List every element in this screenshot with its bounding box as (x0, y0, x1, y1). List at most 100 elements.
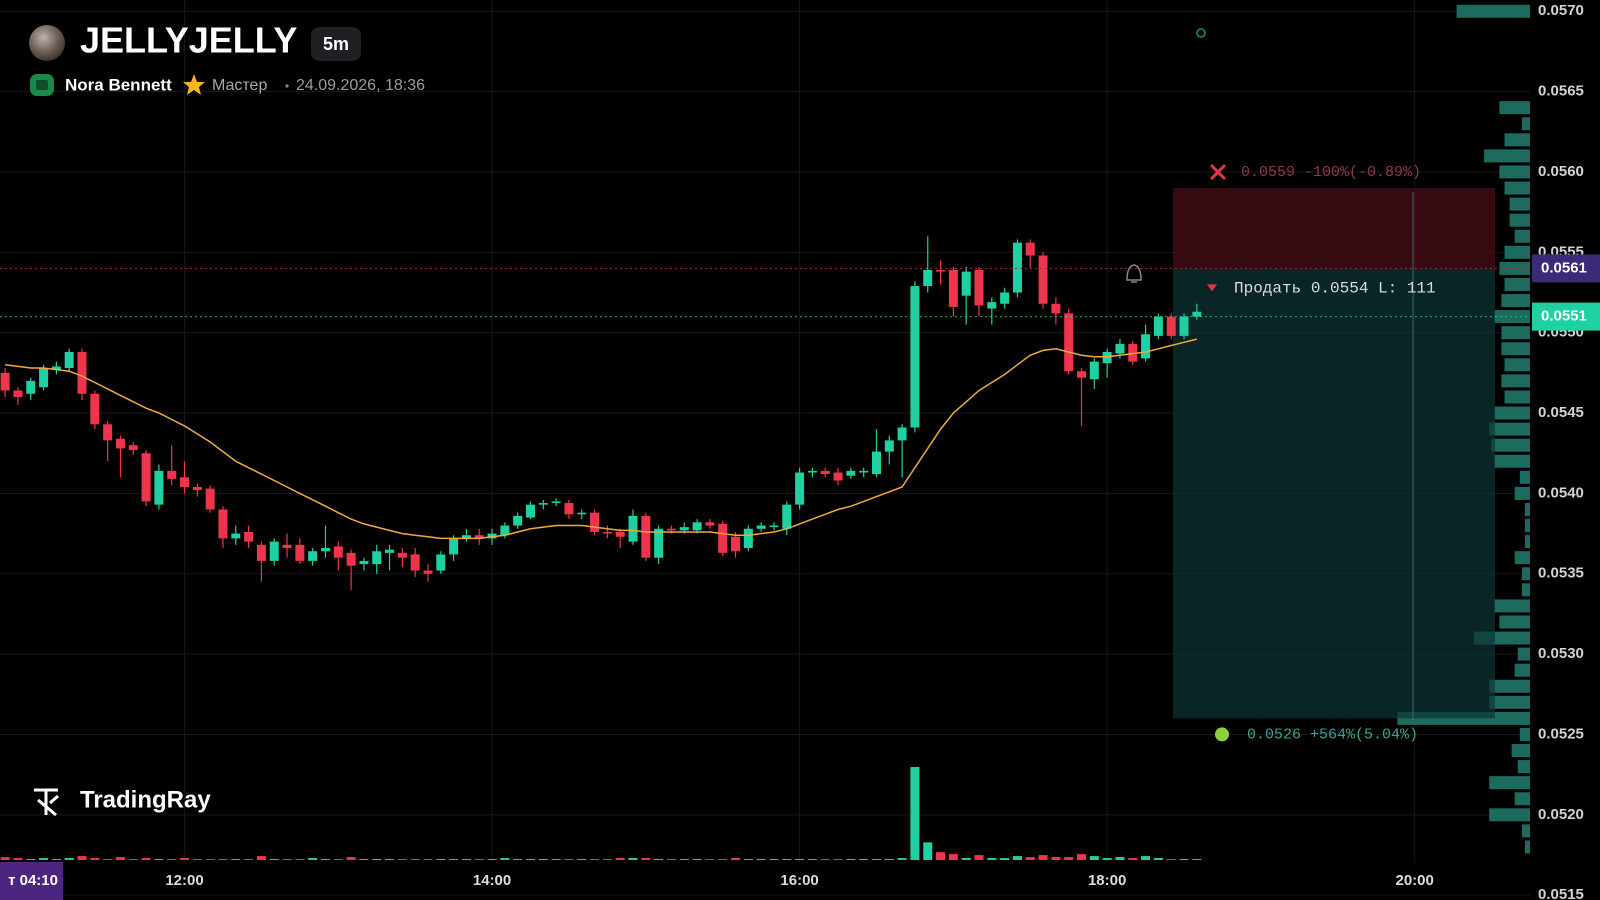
y-tick-label: 0.0570 (1538, 2, 1584, 19)
current-price-box (1532, 302, 1600, 331)
volume-bar (1141, 856, 1151, 860)
alert-bell[interactable] (1126, 264, 1142, 283)
volume-bar (1064, 857, 1074, 860)
volume-bar (602, 859, 612, 860)
volume-bar (192, 859, 202, 860)
candle-body (372, 551, 382, 565)
volume-bar (115, 857, 125, 860)
volume-profile-bar (1489, 695, 1530, 709)
time-cursor-box (0, 862, 63, 900)
candle-body (666, 528, 676, 531)
candle-body (1038, 255, 1048, 304)
y-tick-label: 0.0525 (1538, 725, 1584, 742)
volume-bar (526, 859, 536, 860)
volume-bar (961, 858, 971, 860)
volume-bar (628, 858, 638, 860)
stop-label: 0.0559 -100%(-0.89%) (1241, 164, 1421, 181)
candle-body (756, 525, 766, 529)
volume-bar (743, 859, 753, 860)
volume-bar (77, 856, 87, 860)
volume-profile-bar (1504, 358, 1530, 372)
candle-body (1000, 292, 1010, 304)
candle-body (1012, 242, 1022, 293)
candle-body (974, 270, 984, 306)
y-tick-label: 0.0515 (1538, 886, 1584, 900)
candle-body (397, 552, 407, 558)
volume-bar (154, 859, 164, 860)
volume-profile-bar (1519, 727, 1530, 741)
volume-bar (692, 859, 702, 860)
position-tool (1173, 188, 1495, 720)
candle-body (513, 515, 523, 526)
volume-bar (372, 859, 382, 860)
interval[interactable]: 5m (323, 34, 349, 54)
alert-label-box (1532, 254, 1600, 283)
volume-bar (910, 767, 920, 860)
volume-profile-bar (1489, 776, 1530, 790)
volume-profile-bar (1524, 535, 1530, 549)
volume-bar (103, 859, 113, 860)
y-tick-label: 0.0520 (1538, 806, 1584, 823)
volume-bar (474, 859, 484, 860)
volume-bar (180, 858, 190, 860)
candle-body (295, 544, 305, 561)
target-zone (1173, 268, 1495, 719)
candle-body (0, 372, 10, 391)
volume-profile-bar (1517, 647, 1530, 661)
candle-body (410, 554, 420, 571)
volume-bar (487, 859, 497, 860)
volume-profile-bar (1509, 213, 1530, 227)
candle-body (333, 546, 343, 558)
target-label: 0.0526 +564%(5.04%) (1247, 726, 1418, 743)
volume-bar (1128, 858, 1138, 860)
volume-profile-bar (1504, 245, 1530, 259)
volume-profile-bar (1501, 374, 1530, 388)
candle-body (961, 271, 971, 296)
volume-bar (320, 859, 330, 860)
candle-body (884, 440, 894, 452)
volume-profile-bar (1491, 438, 1530, 452)
volume-bar (538, 859, 548, 860)
volume-bar (167, 859, 177, 860)
volume-bar (423, 859, 433, 860)
author[interactable]: Nora Bennett (65, 75, 172, 94)
volume-profile-bar (1489, 679, 1530, 693)
entry-label: Продать 0.0554 L: 111 (1234, 280, 1436, 298)
volume-bar (897, 858, 907, 860)
volume-bar (141, 858, 151, 860)
candle-body (51, 366, 61, 370)
volume-profile-bar (1494, 599, 1530, 613)
candle-body (731, 536, 741, 552)
candle-body (807, 470, 817, 473)
candle-body (641, 515, 651, 558)
candle-body (1077, 371, 1087, 378)
volume-bar (1000, 858, 1010, 860)
x-tick-label: 20:00 (1395, 872, 1433, 889)
volume-bar (308, 858, 318, 860)
candle-body (436, 554, 446, 571)
status-dot (1196, 28, 1206, 38)
volume-bar (346, 857, 356, 860)
candle-body (782, 504, 792, 529)
candle-body (128, 445, 138, 450)
candle-body (936, 270, 946, 272)
candle-body (39, 368, 49, 388)
volume-bar (1089, 856, 1099, 860)
volume-bar (436, 859, 446, 860)
candle-body (205, 488, 215, 510)
volume-profile-bar (1514, 229, 1530, 243)
volume-bar (282, 859, 292, 860)
candle-body (948, 270, 958, 307)
y-tick-label: 0.0535 (1538, 565, 1584, 582)
volume-bar (1077, 854, 1087, 860)
y-tick-label: 0.0565 (1538, 83, 1584, 100)
y-tick-label: 0.0560 (1538, 163, 1584, 180)
volume-profile-bar (1501, 326, 1530, 340)
candle-body (1166, 316, 1176, 336)
volume-bar (769, 859, 779, 860)
candle-body (577, 512, 587, 515)
volume-bar (500, 858, 510, 860)
volume-profile-bar (1504, 277, 1530, 291)
volume-profile-bar (1517, 760, 1530, 774)
interval-badge[interactable] (311, 27, 361, 61)
